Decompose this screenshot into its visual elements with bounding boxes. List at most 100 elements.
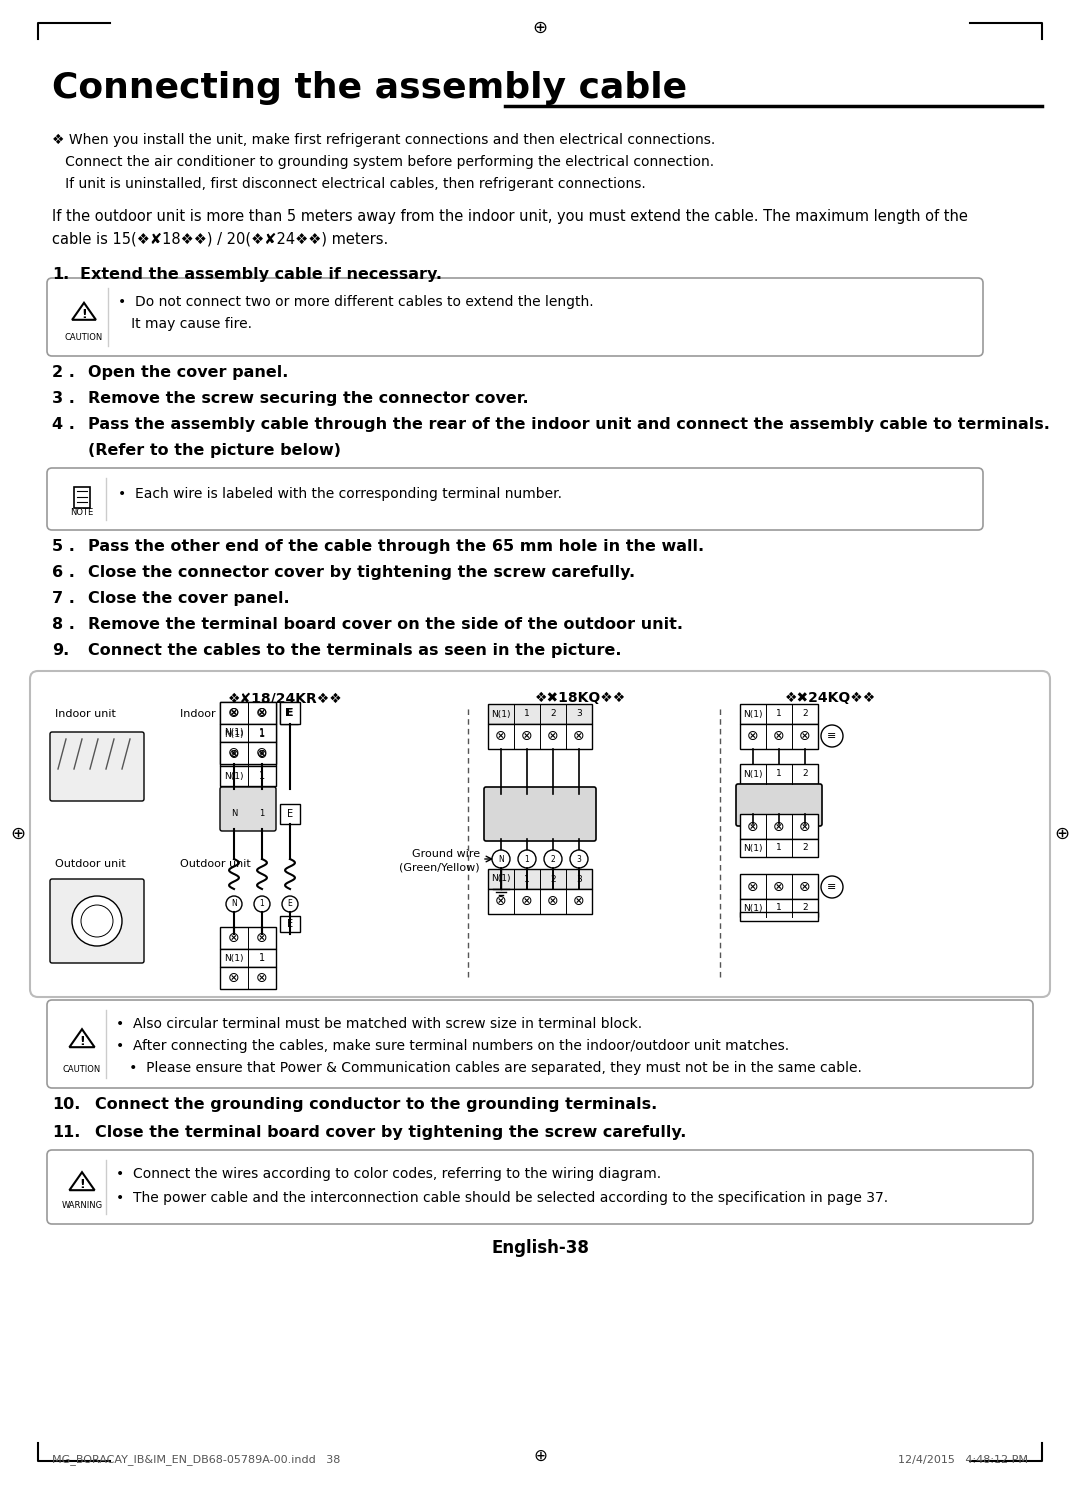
Circle shape bbox=[821, 725, 843, 747]
Bar bbox=[740, 899, 818, 917]
Text: ⊕: ⊕ bbox=[534, 1446, 546, 1466]
Text: 5 .: 5 . bbox=[52, 540, 75, 555]
Text: ⊗: ⊗ bbox=[548, 895, 558, 908]
Text: ⊗: ⊗ bbox=[573, 729, 584, 743]
Text: 1: 1 bbox=[259, 810, 265, 819]
Text: ≡: ≡ bbox=[827, 731, 837, 741]
Text: ⊗: ⊗ bbox=[799, 729, 811, 743]
Text: E: E bbox=[286, 708, 294, 719]
Bar bbox=[220, 702, 276, 725]
Text: •  After connecting the cables, make sure terminal numbers on the indoor/outdoor: • After connecting the cables, make sure… bbox=[116, 1039, 789, 1053]
Circle shape bbox=[570, 850, 588, 868]
Circle shape bbox=[544, 850, 562, 868]
Text: N(1): N(1) bbox=[491, 710, 511, 719]
Text: Ground wire: Ground wire bbox=[411, 848, 480, 859]
Text: (Green/Yellow): (Green/Yellow) bbox=[400, 863, 480, 874]
Text: 6 .: 6 . bbox=[52, 565, 75, 580]
Text: 2 .: 2 . bbox=[52, 365, 75, 380]
Text: Indoor unit: Indoor unit bbox=[180, 710, 241, 719]
Circle shape bbox=[254, 896, 270, 912]
Text: NOTE: NOTE bbox=[70, 508, 94, 517]
Text: Outdoor unit: Outdoor unit bbox=[55, 859, 125, 869]
Text: ⊗: ⊗ bbox=[257, 707, 267, 720]
Text: N: N bbox=[231, 899, 237, 908]
Text: N(1): N(1) bbox=[743, 710, 762, 719]
Text: Connect the air conditioner to grounding system before performing the electrical: Connect the air conditioner to grounding… bbox=[52, 155, 714, 168]
Bar bbox=[220, 927, 276, 948]
Text: N(1): N(1) bbox=[743, 844, 762, 853]
Text: 2: 2 bbox=[802, 844, 808, 853]
Text: Indoor unit: Indoor unit bbox=[55, 710, 116, 719]
Text: ⊗: ⊗ bbox=[228, 971, 240, 986]
Text: 2: 2 bbox=[551, 854, 555, 863]
FancyBboxPatch shape bbox=[220, 787, 276, 830]
FancyBboxPatch shape bbox=[30, 671, 1050, 997]
Text: If the outdoor unit is more than 5 meters away from the indoor unit, you must ex: If the outdoor unit is more than 5 meter… bbox=[52, 209, 968, 224]
Text: ⊗: ⊗ bbox=[228, 707, 240, 720]
Text: ⊗: ⊗ bbox=[229, 748, 240, 762]
Text: 3: 3 bbox=[576, 875, 582, 884]
Circle shape bbox=[226, 896, 242, 912]
Text: 11.: 11. bbox=[52, 1126, 80, 1141]
Text: Connect the grounding conductor to the grounding terminals.: Connect the grounding conductor to the g… bbox=[95, 1097, 658, 1112]
Text: N(1): N(1) bbox=[225, 729, 244, 738]
FancyBboxPatch shape bbox=[735, 784, 822, 826]
Text: 1: 1 bbox=[259, 899, 265, 908]
Text: ⊗: ⊗ bbox=[257, 748, 267, 762]
Bar bbox=[740, 763, 818, 784]
Polygon shape bbox=[69, 1029, 95, 1047]
Text: 2: 2 bbox=[802, 904, 808, 912]
Text: 1: 1 bbox=[259, 953, 265, 963]
Circle shape bbox=[492, 850, 510, 868]
Text: Extend the assembly cable if necessary.: Extend the assembly cable if necessary. bbox=[80, 267, 442, 282]
Text: N(1): N(1) bbox=[225, 729, 244, 738]
Text: 3: 3 bbox=[576, 710, 582, 719]
Text: It may cause fire.: It may cause fire. bbox=[118, 318, 252, 331]
Text: E: E bbox=[287, 810, 293, 819]
Text: Close the terminal board cover by tightening the screw carefully.: Close the terminal board cover by tighte… bbox=[95, 1126, 687, 1141]
Text: ⊗: ⊗ bbox=[773, 880, 785, 895]
Text: E: E bbox=[285, 708, 293, 719]
Text: 7 .: 7 . bbox=[52, 590, 75, 605]
FancyBboxPatch shape bbox=[48, 1000, 1032, 1088]
Bar bbox=[220, 968, 276, 989]
Text: ⊗: ⊗ bbox=[522, 895, 532, 908]
Text: ⊗: ⊗ bbox=[256, 971, 268, 986]
Text: •  Connect the wires according to color codes, referring to the wiring diagram.: • Connect the wires according to color c… bbox=[116, 1167, 661, 1181]
FancyBboxPatch shape bbox=[50, 880, 144, 963]
Text: Connect the cables to the terminals as seen in the picture.: Connect the cables to the terminals as s… bbox=[87, 643, 621, 658]
Text: 1.: 1. bbox=[52, 267, 69, 282]
Text: CAUTION: CAUTION bbox=[65, 332, 103, 341]
Text: CAUTION: CAUTION bbox=[63, 1065, 102, 1074]
Text: ❖✘18/24KR❖❖: ❖✘18/24KR❖❖ bbox=[228, 690, 342, 705]
Text: 2: 2 bbox=[550, 875, 556, 884]
Bar bbox=[488, 869, 592, 889]
Text: •  Do not connect two or more different cables to extend the length.: • Do not connect two or more different c… bbox=[118, 295, 594, 309]
Bar bbox=[740, 725, 818, 748]
Text: Pass the other end of the cable through the 65 mm hole in the wall.: Pass the other end of the cable through … bbox=[87, 540, 704, 555]
FancyBboxPatch shape bbox=[50, 732, 144, 801]
Text: Open the cover panel.: Open the cover panel. bbox=[87, 365, 288, 380]
Circle shape bbox=[81, 905, 113, 936]
Text: !: ! bbox=[81, 309, 86, 321]
Bar bbox=[220, 744, 276, 766]
Bar bbox=[488, 725, 592, 748]
Bar bbox=[740, 874, 818, 899]
Text: 2: 2 bbox=[802, 710, 808, 719]
Text: ⊗: ⊗ bbox=[256, 930, 268, 945]
Text: Remove the screw securing the connector cover.: Remove the screw securing the connector … bbox=[87, 391, 528, 406]
Text: 4 .: 4 . bbox=[52, 417, 75, 432]
Text: ⊗: ⊗ bbox=[799, 880, 811, 895]
Text: English-38: English-38 bbox=[491, 1239, 589, 1257]
Text: N(1): N(1) bbox=[225, 771, 244, 780]
Text: 1: 1 bbox=[259, 729, 265, 740]
Text: 1: 1 bbox=[777, 710, 782, 719]
Text: 1: 1 bbox=[524, 710, 530, 719]
Bar bbox=[220, 702, 276, 725]
Text: •  Each wire is labeled with the corresponding terminal number.: • Each wire is labeled with the correspo… bbox=[118, 488, 562, 501]
Text: (Refer to the picture below): (Refer to the picture below) bbox=[87, 443, 341, 458]
Text: 3 .: 3 . bbox=[52, 391, 75, 406]
Bar bbox=[220, 766, 276, 786]
Text: Outdoor unit: Outdoor unit bbox=[180, 859, 251, 869]
Text: 1: 1 bbox=[525, 854, 529, 863]
